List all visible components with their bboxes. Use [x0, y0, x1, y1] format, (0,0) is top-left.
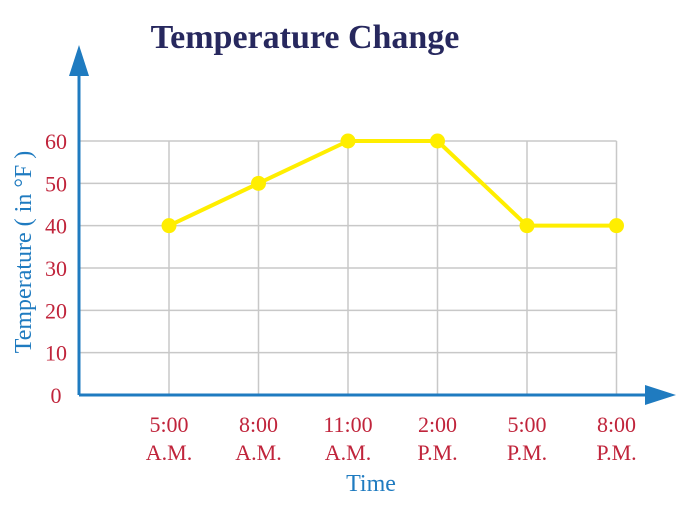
data-point: [519, 218, 535, 234]
x-tick-labels: 5:00 A.M. 8:00 A.M. 11:00 A.M. 2:00 P.M. 5:00 P.M…: [146, 412, 637, 465]
y-tick-label: 0: [51, 383, 62, 408]
x-tick-label: A.M.: [325, 440, 371, 465]
series-line: [168, 139, 617, 228]
y-tick-label: 10: [45, 341, 67, 366]
data-point: [430, 133, 445, 149]
y-tick-label: 30: [45, 256, 67, 281]
y-axis-label: Temperature ( in °F ): [11, 151, 37, 354]
x-tick-label: P.M.: [417, 440, 457, 465]
x-tick-label: 8:00: [597, 412, 636, 437]
x-tick-label: 5:00: [507, 412, 546, 437]
data-point: [609, 218, 624, 234]
x-tick-label: 11:00: [323, 412, 372, 437]
y-tick-labels: 0 10 20 30 40 50 60: [45, 129, 67, 408]
x-axis-arrow-icon: [645, 385, 676, 405]
x-axis-label: Time: [346, 471, 396, 497]
x-tick-label: A.M.: [146, 440, 192, 465]
x-tick-label: P.M.: [596, 440, 636, 465]
data-point: [161, 218, 177, 234]
y-tick-label: 50: [45, 171, 67, 196]
chart-title: Temperature Change: [151, 19, 460, 56]
x-tick-label: 8:00: [239, 412, 278, 437]
data-point: [340, 133, 356, 149]
x-tick-label: 5:00: [149, 412, 188, 437]
series-temperature: [161, 133, 624, 234]
y-tick-label: 40: [45, 214, 67, 239]
axes: [69, 45, 676, 405]
x-tick-label: P.M.: [507, 440, 547, 465]
x-tick-label: 2:00: [418, 412, 457, 437]
x-tick-label: A.M.: [235, 440, 281, 465]
data-point: [251, 175, 266, 191]
y-tick-label: 20: [45, 298, 67, 323]
grid-lines: [79, 140, 618, 395]
y-tick-label: 60: [45, 129, 67, 154]
y-axis-arrow-icon: [69, 45, 89, 76]
